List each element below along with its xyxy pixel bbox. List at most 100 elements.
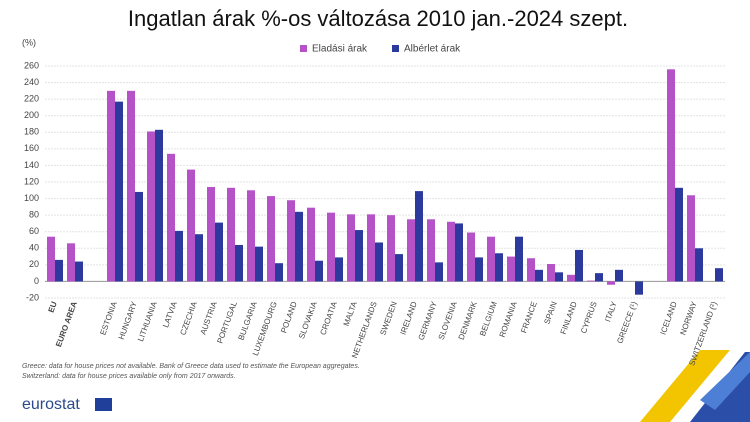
x-tick-label: SPAIN — [542, 300, 559, 325]
bar — [447, 221, 455, 282]
bar — [295, 211, 303, 282]
bar — [147, 131, 155, 282]
y-tick-label: 20 — [29, 259, 39, 269]
bar — [287, 200, 295, 282]
bar — [387, 215, 395, 282]
bar — [495, 253, 503, 282]
y-tick-label: 40 — [29, 243, 39, 253]
bar — [75, 261, 83, 282]
bar — [667, 69, 675, 282]
chart-title: Ingatlan árak %-os változása 2010 jan.-2… — [128, 6, 628, 31]
bar — [155, 129, 163, 282]
y-axis-label: (%) — [22, 37, 36, 47]
bar — [435, 262, 443, 282]
bar — [467, 232, 475, 282]
x-tick-label: SLOVENIA — [437, 300, 459, 341]
x-tick-label: FINLAND — [559, 300, 579, 335]
bar — [107, 90, 115, 282]
bar — [255, 246, 263, 282]
x-tick-label: CYPRUS — [579, 300, 599, 334]
x-tick-label: GREECE (¹) — [615, 300, 639, 345]
y-tick-label: 0 — [34, 276, 39, 286]
y-tick-label: -20 — [26, 292, 39, 302]
x-tick-label: ROMANIA — [498, 300, 519, 339]
bar — [455, 223, 463, 282]
x-tick-label: LITHUANIA — [136, 300, 159, 343]
bar — [535, 269, 543, 282]
bar — [215, 222, 223, 282]
y-tick-label: 160 — [24, 143, 39, 153]
x-tick-label: ICELAND — [659, 300, 679, 336]
bar — [275, 263, 283, 282]
x-tick-label: MALTA — [342, 300, 359, 328]
y-tick-label: 180 — [24, 127, 39, 137]
y-tick-label: 60 — [29, 226, 39, 236]
x-tick-label: EU — [47, 300, 59, 314]
bar — [355, 230, 363, 282]
bar — [695, 248, 703, 282]
bar — [367, 214, 375, 282]
bar — [547, 264, 555, 282]
bar — [135, 191, 143, 282]
bar — [195, 234, 203, 282]
legend-label: Eladási árak — [312, 44, 368, 55]
logo-text: eurostat — [22, 396, 80, 413]
bar — [415, 191, 423, 282]
legend-label: Albérlet árak — [404, 44, 461, 55]
x-tick-label: AUSTRIA — [199, 300, 220, 336]
bar — [587, 280, 595, 282]
bar — [187, 169, 195, 282]
x-tick-label: PORTUGAL — [215, 300, 239, 345]
footnote: Switzerland: data for house prices avail… — [22, 373, 236, 380]
bar — [167, 153, 175, 282]
bar — [567, 274, 575, 282]
y-tick-label: 100 — [24, 193, 39, 203]
bar — [427, 219, 435, 282]
bar — [595, 273, 603, 282]
bar — [47, 236, 55, 282]
bar — [55, 259, 63, 282]
bar — [375, 242, 383, 282]
x-tick-label: CZECHIA — [178, 300, 199, 337]
x-tick-label: GERMANY — [417, 300, 440, 342]
bar — [407, 219, 415, 282]
bar — [687, 195, 695, 282]
bar — [527, 258, 535, 282]
bar — [335, 257, 343, 282]
x-tick-label: ESTONIA — [98, 300, 119, 337]
decor — [640, 350, 730, 422]
y-tick-label: 200 — [24, 110, 39, 120]
bar — [67, 243, 75, 282]
x-tick-label: IRELAND — [399, 300, 419, 336]
bar — [715, 268, 723, 282]
bar — [175, 230, 183, 282]
bar — [247, 190, 255, 282]
x-tick-label: SWEDEN — [378, 300, 399, 336]
bar — [507, 256, 515, 282]
bar — [475, 257, 483, 282]
bar — [615, 269, 623, 282]
x-tick-label: HUNGARY — [117, 300, 139, 341]
x-tick-label: NORWAY — [678, 300, 699, 337]
x-tick-label: SLOVAKIA — [297, 300, 319, 340]
x-tick-label: EURO AREA — [54, 300, 79, 348]
bar — [307, 207, 315, 282]
y-tick-label: 240 — [24, 77, 39, 87]
y-tick-label: 220 — [24, 94, 39, 104]
x-tick-label: POLAND — [279, 300, 299, 334]
bar — [235, 244, 243, 282]
bar — [227, 187, 235, 282]
bar — [207, 186, 215, 282]
bar — [395, 254, 403, 282]
x-tick-label: BELGIUM — [478, 300, 499, 337]
decor — [700, 352, 750, 410]
y-tick-label: 140 — [24, 160, 39, 170]
x-tick-label: ITALY — [603, 300, 619, 323]
bar — [635, 281, 643, 295]
y-tick-label: 80 — [29, 210, 39, 220]
bar — [607, 281, 615, 285]
bar — [327, 212, 335, 282]
bar — [555, 272, 563, 282]
x-tick-label: BULGARIA — [237, 300, 260, 342]
